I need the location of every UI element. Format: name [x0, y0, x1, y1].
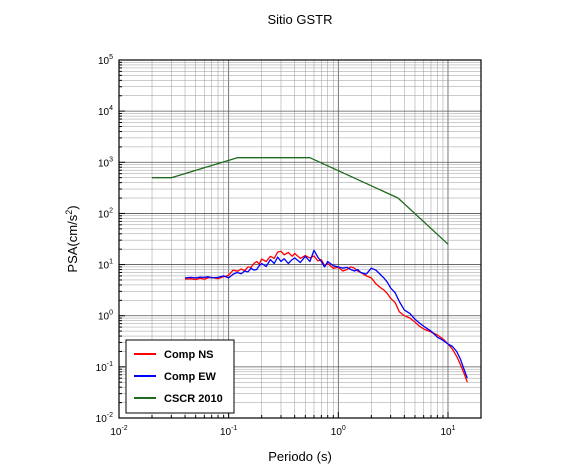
- y-tick-label-base: 10: [98, 312, 110, 323]
- y-tick-label: 105: [98, 54, 113, 67]
- x-tick-label-exp: 0: [342, 425, 346, 432]
- x-tick-label-base: 10: [331, 427, 343, 438]
- y-tick-label-exp: 4: [109, 105, 113, 112]
- y-tick-label: 10-2: [96, 412, 113, 425]
- x-tick-label-exp: -1: [231, 425, 237, 432]
- y-tick-label-exp: 5: [109, 54, 113, 61]
- y-tick-label-exp: 3: [109, 156, 113, 163]
- y-tick-label-exp: -2: [107, 412, 113, 419]
- x-tick-label: 10-2: [110, 425, 127, 438]
- x-tick-label-base: 10: [440, 427, 452, 438]
- x-axis-title: Periodo (s): [268, 449, 332, 464]
- x-tick-label-exp: 1: [452, 425, 456, 432]
- series-line-1: [184, 249, 468, 379]
- y-tick-label: 10-1: [96, 361, 113, 374]
- legend-label: Comp EW: [164, 371, 217, 383]
- y-axis-title-exp: 2: [64, 210, 74, 215]
- legend-label: Comp NS: [164, 349, 214, 361]
- y-tick-label: 102: [98, 207, 113, 220]
- y-tick-label-exp: 2: [109, 207, 113, 214]
- plot-frame: [118, 59, 482, 419]
- y-tick-label-base: 10: [96, 363, 108, 374]
- y-tick-label: 103: [98, 156, 113, 169]
- x-tick-label-base: 10: [220, 427, 232, 438]
- y-axis-title-main: PSA(cm/s: [65, 214, 80, 272]
- y-tick-label-exp: 0: [109, 310, 113, 317]
- y-tick-label: 104: [98, 105, 113, 118]
- y-tick-label: 101: [98, 259, 113, 272]
- y-tick-label-base: 10: [98, 261, 110, 272]
- y-axis-title: PSA(cm/s2): [64, 205, 80, 272]
- x-tick-label: 100: [331, 425, 346, 438]
- y-tick-label-base: 10: [96, 414, 108, 425]
- y-tick-label-exp: 1: [109, 259, 113, 266]
- tick-marks: [118, 59, 482, 419]
- series-line-2: [152, 157, 449, 245]
- x-tick-labels: 10-2 10-1 100 101: [110, 425, 455, 438]
- x-tick-label-exp: -2: [121, 425, 127, 432]
- series-layer: [152, 157, 468, 383]
- x-tick-label-base: 10: [110, 427, 122, 438]
- chart-title: Sitio GSTR: [267, 12, 332, 27]
- legend-label: CSCR 2010: [164, 393, 223, 405]
- grid: [118, 59, 482, 419]
- y-axis-title-close: ): [65, 205, 80, 209]
- y-tick-label: 100: [98, 310, 113, 323]
- y-tick-label-base: 10: [98, 209, 110, 220]
- y-tick-label-base: 10: [98, 107, 110, 118]
- legend: Comp NS Comp EW CSCR 2010: [125, 339, 235, 414]
- y-tick-label-exp: -1: [107, 361, 113, 368]
- x-tick-label: 101: [440, 425, 455, 438]
- y-tick-label-base: 10: [98, 158, 110, 169]
- y-tick-label-base: 10: [98, 56, 110, 67]
- x-tick-label: 10-1: [220, 425, 237, 438]
